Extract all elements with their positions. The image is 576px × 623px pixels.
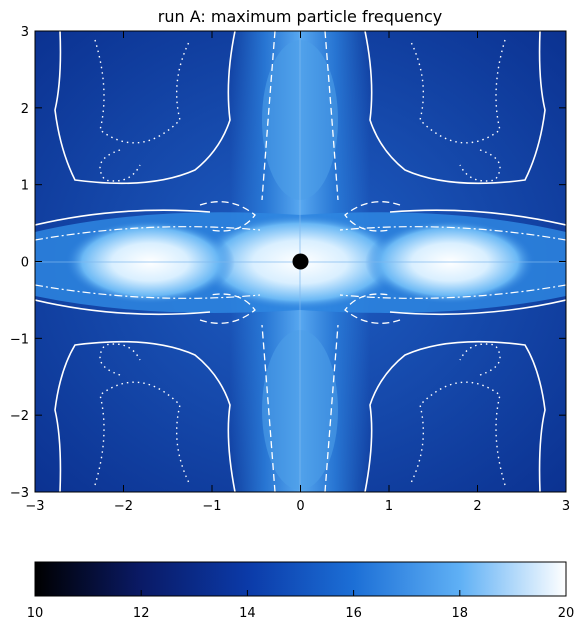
y-axis: −3 −2 −1 0 1 2 3: [10, 25, 566, 501]
colorbar: [34, 561, 567, 597]
y-tick-label: 1: [21, 179, 29, 194]
y-tick-label: −2: [10, 409, 29, 424]
x-tick-label: −3: [25, 499, 44, 514]
x-axis: −3 −2 −1 0 1 2 3: [25, 31, 570, 514]
contour-dotted: [94, 39, 506, 486]
y-tick-label: −3: [10, 486, 29, 501]
x-tick-label: 1: [385, 499, 393, 514]
x-tick-label: −2: [114, 499, 133, 514]
chart-title: run A: maximum particle frequency: [158, 7, 442, 26]
x-tick-label: −1: [202, 499, 221, 514]
y-tick-label: 0: [21, 256, 29, 271]
colorbar-tick-label: 10: [27, 606, 44, 621]
x-tick-label: 0: [296, 499, 304, 514]
central-black-hole: [292, 253, 309, 270]
x-tick-label: 3: [562, 499, 570, 514]
contour-solid: [35, 31, 566, 492]
contour-dashdot: [35, 226, 566, 299]
x-tick-label: 2: [473, 499, 481, 514]
contour-dashed: [199, 31, 401, 492]
colorbar-tick-label: 16: [345, 606, 362, 621]
colorbar-tick-label: 14: [239, 606, 256, 621]
heatmap-field: [35, 31, 566, 492]
colorbar-tick-label: 12: [133, 606, 150, 621]
y-tick-label: −1: [10, 332, 29, 347]
colorbar-tick-label: 20: [558, 606, 575, 621]
y-tick-label: 2: [21, 102, 29, 117]
y-tick-label: 3: [21, 25, 29, 40]
colorbar-axis: 10 12 14 16 18 20: [27, 590, 575, 621]
colorbar-tick-label: 18: [452, 606, 469, 621]
